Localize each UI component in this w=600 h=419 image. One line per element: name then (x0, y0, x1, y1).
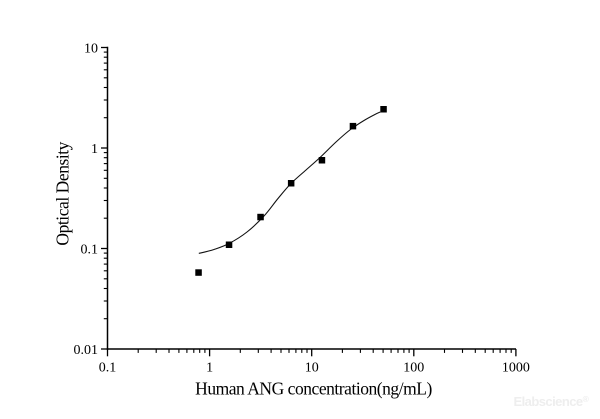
svg-text:1: 1 (206, 361, 213, 376)
svg-text:0.01: 0.01 (74, 343, 99, 358)
svg-text:Human ANG concentration(ng/mL): Human ANG concentration(ng/mL) (195, 379, 432, 399)
svg-text:1: 1 (91, 142, 98, 157)
svg-text:Elabscience®: Elabscience® (514, 394, 590, 409)
svg-text:0.1: 0.1 (81, 243, 99, 258)
svg-text:10: 10 (84, 42, 98, 57)
svg-text:100: 100 (403, 361, 424, 376)
svg-text:1000: 1000 (502, 361, 530, 376)
svg-text:Optical Density: Optical Density (53, 141, 73, 245)
svg-text:10: 10 (305, 361, 319, 376)
svg-text:0.1: 0.1 (99, 361, 117, 376)
